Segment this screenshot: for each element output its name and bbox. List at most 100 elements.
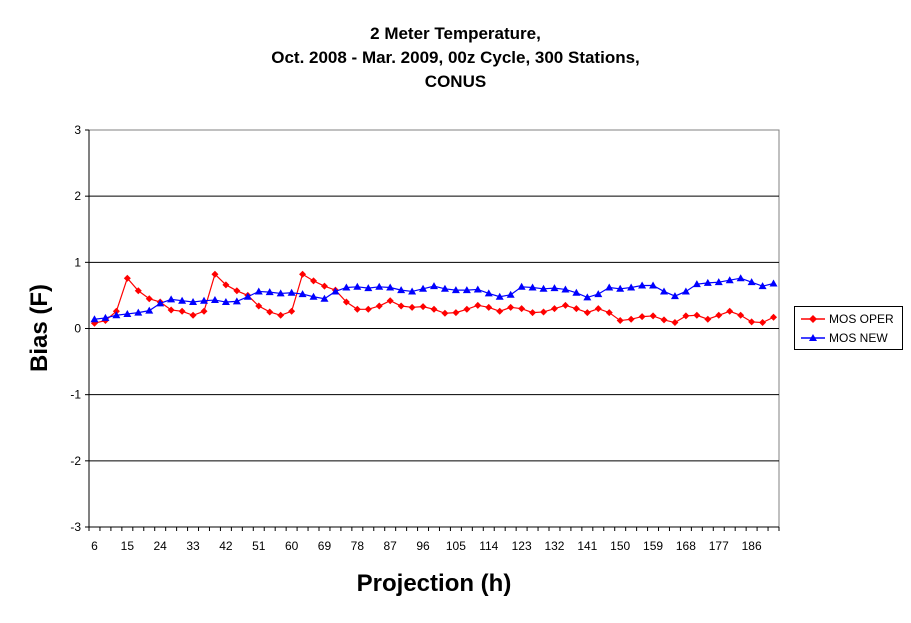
x-tick-label: 123: [512, 539, 532, 553]
data-point-mos-oper: [507, 303, 515, 311]
y-tick-label: 0: [74, 322, 81, 336]
data-point-mos-new: [342, 283, 351, 291]
data-point-mos-new: [670, 292, 679, 300]
data-point-mos-new: [156, 299, 165, 307]
data-point-mos-oper: [222, 281, 230, 289]
x-tick-label: 114: [479, 539, 498, 553]
data-point-mos-new: [232, 297, 241, 305]
data-point-mos-oper: [364, 305, 372, 313]
data-point-mos-oper: [540, 308, 548, 316]
data-point-mos-new: [758, 282, 767, 290]
data-point-mos-oper: [561, 301, 569, 309]
data-point-mos-oper: [167, 306, 175, 314]
data-point-mos-oper: [408, 303, 416, 311]
data-point-mos-oper: [375, 302, 383, 310]
data-point-mos-new: [134, 308, 143, 316]
x-tick-label: 51: [252, 539, 266, 553]
x-axis-ticks: 6 15 24 33 42 51 60 69 78 87 96 105 114 123 132 141 150 1…: [88, 527, 780, 553]
data-point-mos-new: [451, 286, 460, 294]
x-tick-label: 96: [416, 539, 430, 553]
x-tick-label: 168: [676, 539, 696, 553]
data-point-mos-new: [200, 296, 208, 304]
legend: MOS OPER MOS NEW: [794, 306, 903, 350]
data-point-mos-new: [484, 289, 493, 297]
chart-title-line-2: Oct. 2008 - Mar. 2009, 00z Cycle, 300 St…: [271, 48, 640, 67]
data-point-mos-new: [287, 288, 296, 296]
data-point-mos-new: [703, 278, 712, 286]
data-point-mos-new: [101, 313, 110, 321]
data-point-mos-oper: [419, 303, 427, 311]
legend-item-mos-new: MOS NEW: [801, 329, 888, 347]
y-tick-label: -3: [70, 520, 81, 534]
data-point-mos-oper: [638, 313, 646, 321]
data-point-mos-new: [495, 292, 504, 300]
data-point-mos-new: [594, 290, 603, 298]
data-point-mos-oper: [627, 315, 635, 323]
data-point-mos-new: [353, 282, 362, 290]
legend-label-mos-oper: MOS OPER: [829, 312, 894, 326]
data-point-mos-oper: [266, 308, 274, 316]
data-point-mos-new: [430, 282, 438, 290]
data-point-mos-oper: [605, 309, 613, 317]
data-point-mos-oper: [715, 311, 723, 319]
data-point-mos-new: [725, 276, 734, 284]
chart-title-line-1: 2 Meter Temperature,: [370, 24, 541, 43]
x-tick-label: 69: [318, 539, 332, 553]
data-point-mos-new: [473, 285, 482, 293]
data-point-mos-oper: [693, 311, 701, 319]
data-point-mos-new: [692, 280, 701, 288]
data-point-mos-oper: [594, 305, 602, 313]
data-point-mos-oper: [704, 315, 712, 323]
data-point-mos-oper: [682, 312, 690, 320]
data-point-mos-new: [769, 279, 778, 287]
data-point-mos-oper: [671, 319, 679, 327]
chart-title: 2 Meter Temperature, Oct. 2008 - Mar. 20…: [0, 22, 911, 94]
data-point-mos-new: [681, 287, 690, 295]
data-point-mos-oper: [145, 295, 153, 303]
legend-swatch-mos-new: [801, 334, 825, 341]
x-tick-label: 78: [351, 539, 365, 553]
data-point-mos-oper: [310, 277, 318, 285]
data-point-mos-oper: [320, 282, 328, 290]
data-point-mos-new: [561, 285, 570, 293]
legend-swatch-mos-oper: [801, 315, 825, 323]
data-point-mos-new: [572, 288, 581, 296]
data-point-mos-oper: [583, 309, 591, 317]
data-point-mos-new: [167, 295, 176, 303]
data-point-mos-oper: [572, 305, 580, 313]
data-point-mos-new: [112, 311, 121, 319]
data-point-mos-oper: [288, 307, 296, 315]
data-point-mos-oper: [518, 305, 526, 313]
data-point-mos-oper: [255, 302, 263, 310]
data-point-mos-new: [123, 309, 132, 317]
x-tick-label: 141: [577, 539, 597, 553]
data-point-mos-oper: [660, 316, 668, 324]
data-point-mos-oper: [178, 307, 186, 315]
x-tick-label: 159: [643, 539, 663, 553]
data-point-mos-oper: [737, 311, 745, 319]
data-point-mos-new: [243, 292, 252, 300]
x-axis-label: Projection (h): [357, 570, 512, 597]
gridlines: [89, 195, 779, 462]
chart-title-line-3: CONUS: [424, 72, 487, 91]
y-tick-label: 3: [74, 123, 81, 137]
data-point-mos-oper: [550, 305, 558, 313]
data-point-mos-new: [397, 286, 406, 294]
data-point-mos-oper: [430, 305, 438, 313]
x-tick-label: 177: [709, 539, 729, 553]
x-tick-label: 105: [446, 539, 466, 553]
x-tick-label: 6: [91, 539, 98, 553]
data-point-mos-new: [528, 283, 537, 291]
data-point-mos-new: [506, 290, 515, 298]
series-layer: [90, 270, 778, 327]
data-point-mos-new: [145, 306, 154, 314]
data-point-mos-oper: [342, 298, 350, 306]
data-point-mos-oper: [485, 303, 493, 311]
data-point-mos-oper: [386, 297, 394, 305]
x-tick-label: 24: [154, 539, 168, 553]
data-point-mos-new: [254, 287, 263, 295]
data-point-mos-oper: [233, 287, 241, 295]
data-point-mos-new: [408, 287, 417, 295]
data-point-mos-oper: [277, 311, 285, 319]
